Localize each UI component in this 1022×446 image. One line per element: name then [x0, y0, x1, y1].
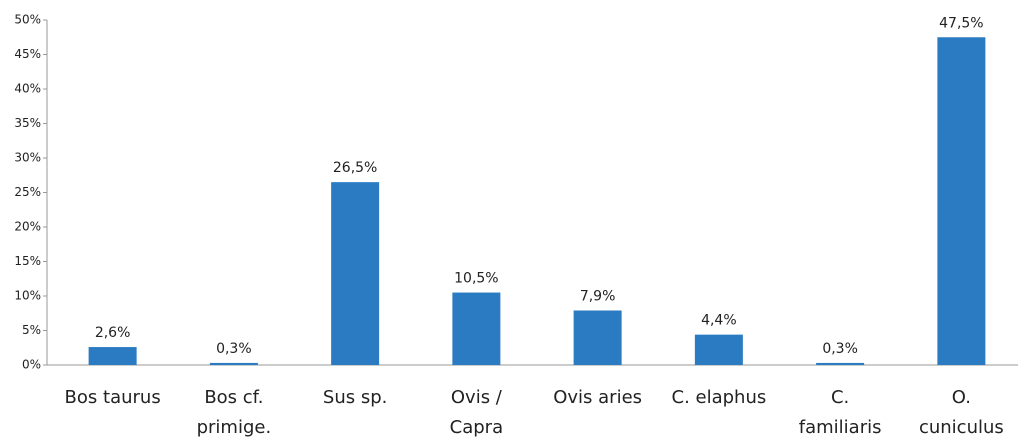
bar — [88, 347, 137, 365]
data-label: 2,6% — [95, 325, 131, 341]
x-tick-line: Ovis aries — [553, 387, 642, 408]
x-tick-label: O. cuniculus — [919, 387, 1004, 438]
x-tick-label: Ovis / Capra — [450, 387, 503, 438]
bar — [209, 362, 258, 365]
x-tick-label: Ovis aries — [553, 387, 642, 408]
x-tick-line: cuniculus — [919, 417, 1004, 438]
y-tick-label: 40% — [14, 82, 41, 96]
x-tick-line: Bos cf. — [204, 387, 263, 408]
y-tick-label: 45% — [14, 47, 41, 61]
y-tick-label: 10% — [14, 289, 41, 303]
x-tick-line: Sus sp. — [323, 387, 387, 408]
x-tick-line: familiaris — [799, 417, 882, 438]
x-tick-label: Bos cf. primige. — [197, 387, 272, 438]
data-label: 26,5% — [333, 160, 377, 176]
x-tick-line: C. — [831, 387, 849, 408]
x-tick-line: Ovis / — [451, 387, 503, 408]
y-tick-label: 35% — [14, 116, 41, 130]
data-label: 4,4% — [701, 313, 737, 329]
data-label: 0,3% — [822, 341, 858, 357]
y-tick-label: 30% — [14, 151, 41, 165]
x-tick-label: Bos taurus — [65, 387, 161, 408]
bar — [937, 37, 986, 365]
bar — [331, 182, 380, 365]
y-tick-label: 5% — [22, 323, 41, 337]
y-tick-label: 50% — [14, 13, 41, 27]
y-tick-label: 15% — [14, 254, 41, 268]
y-tick-label: 25% — [14, 185, 41, 199]
data-label: 10,5% — [454, 271, 498, 287]
y-tick-label: 20% — [14, 220, 41, 234]
data-label: 0,3% — [216, 341, 252, 357]
bar — [816, 362, 865, 365]
x-tick-line: O. — [952, 387, 971, 408]
bar — [694, 334, 743, 365]
x-tick-line: Bos taurus — [65, 387, 161, 408]
x-tick-label: C. elaphus — [672, 387, 767, 408]
x-tick-line: C. elaphus — [672, 387, 767, 408]
bar — [573, 310, 622, 365]
y-tick-label: 0% — [22, 358, 41, 372]
x-tick-label: Sus sp. — [323, 387, 387, 408]
bar — [452, 292, 501, 365]
data-label: 7,9% — [580, 288, 616, 304]
x-tick-line: Capra — [450, 417, 503, 438]
data-label: 47,5% — [939, 15, 983, 31]
x-tick-line: primige. — [197, 417, 272, 438]
x-tick-label: C. familiaris — [799, 387, 882, 438]
